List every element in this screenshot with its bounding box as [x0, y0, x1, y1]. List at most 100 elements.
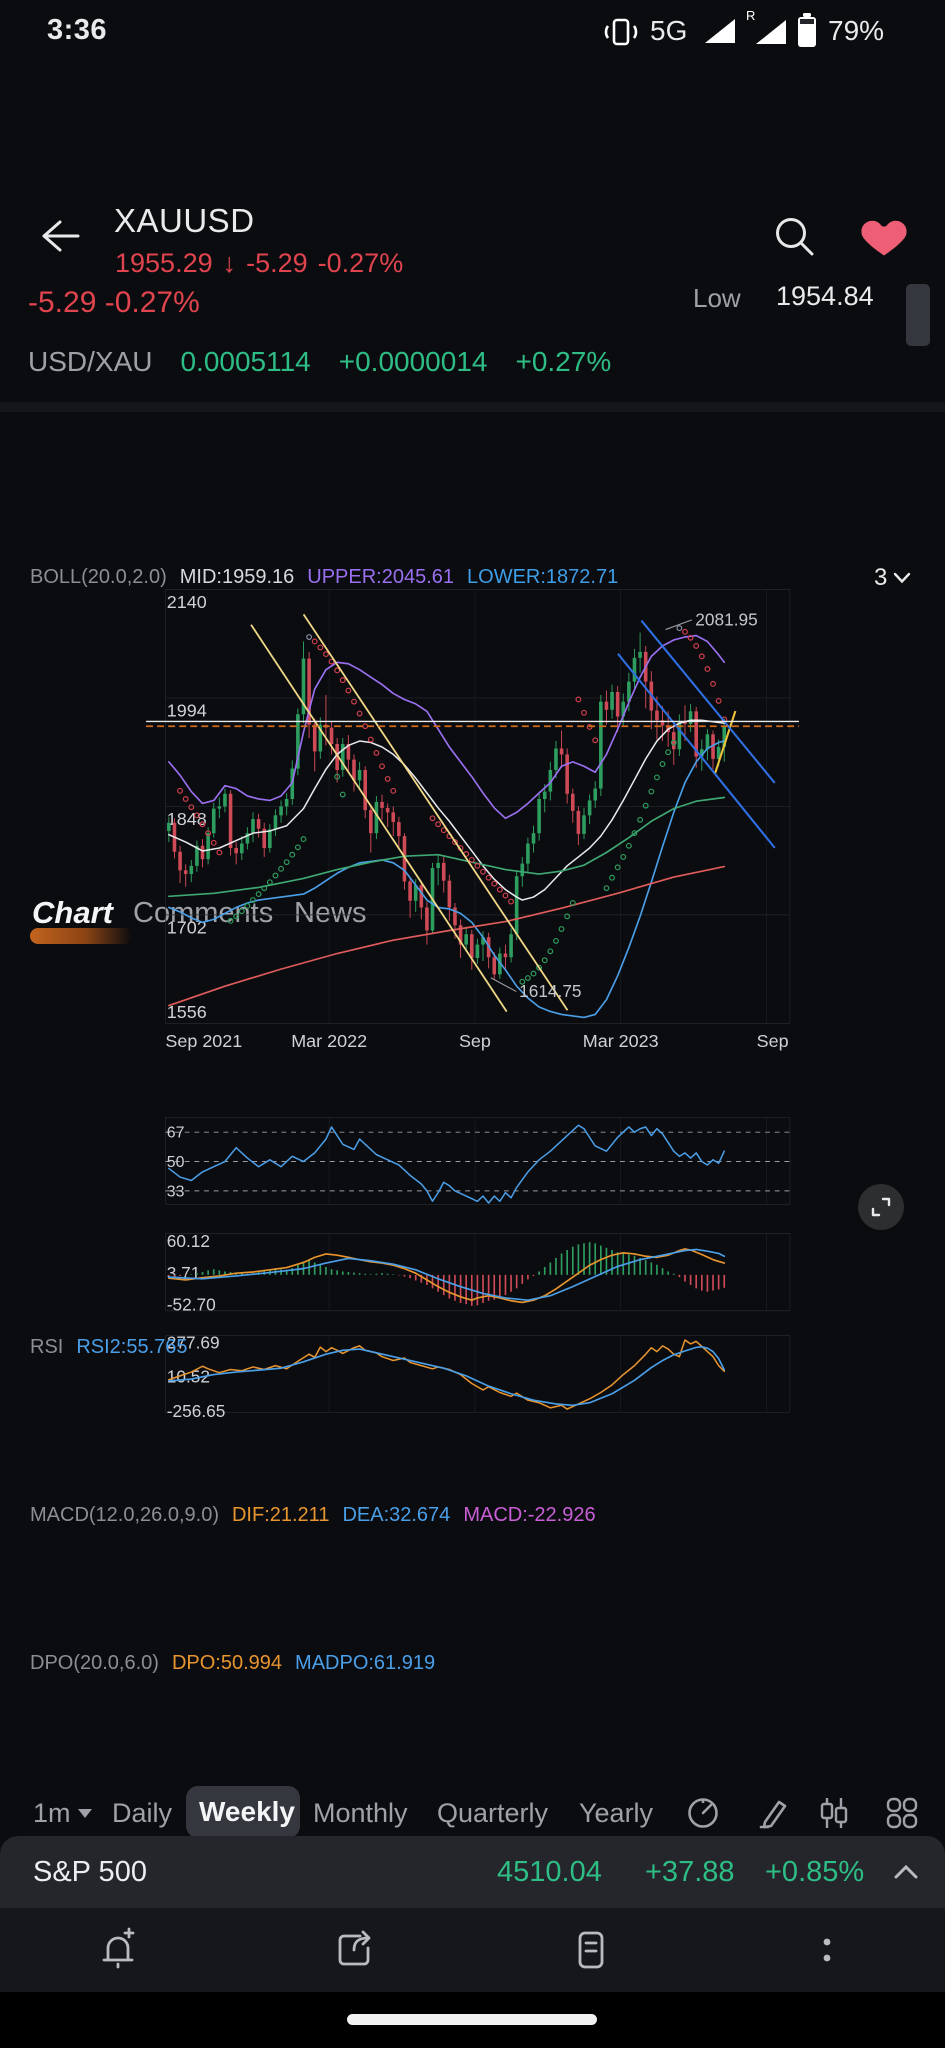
timeframe-yearly[interactable]: Yearly: [579, 1798, 654, 1828]
alerts-button[interactable]: [83, 1915, 153, 1985]
tab-news-label: News: [294, 897, 367, 929]
scrollbar-thumb[interactable]: [906, 284, 930, 346]
battery-icon: [796, 12, 818, 48]
search-button[interactable]: [768, 210, 820, 262]
symbol-title: XAUUSD: [114, 202, 255, 239]
pair-rate: 0.0005114: [180, 346, 311, 377]
candle-style-button[interactable]: [814, 1794, 852, 1832]
layout-grid-button[interactable]: [884, 1794, 920, 1832]
index-change: +37.88: [645, 1856, 735, 1888]
pencil-icon: [759, 1800, 787, 1829]
vibrate-icon: [601, 16, 641, 48]
share-button[interactable]: [319, 1915, 389, 1985]
system-gesture-area: [0, 1992, 945, 2048]
low-value: 1954.84: [776, 281, 874, 311]
status-time: 3:36: [47, 14, 108, 46]
boll-lower-value: LOWER:1872.71: [467, 566, 619, 588]
chart-canvas[interactable]: 2140 1994 1848 1702 1556 2081.95 1614.75 Sep 20…: [0, 557, 945, 1802]
svg-text:1994: 1994: [167, 701, 207, 721]
macd-dea-value: DEA:32.674: [342, 1504, 451, 1526]
svg-text:1702: 1702: [167, 918, 207, 938]
indicator-count-value: 3: [874, 564, 888, 591]
svg-text:2081.95: 2081.95: [695, 609, 757, 629]
bottom-nav: [0, 1908, 945, 1992]
back-button[interactable]: [36, 214, 90, 262]
tab-chart-label: Chart: [32, 895, 113, 930]
favorite-button[interactable]: [858, 210, 910, 262]
chevron-up-icon: [894, 1864, 918, 1879]
timeframe-1m-dropdown[interactable]: 1m: [33, 1798, 92, 1829]
svg-text:1556: 1556: [167, 1002, 207, 1022]
price-change: -5.29: [246, 248, 308, 278]
tab-bar: Chart Comments News: [0, 440, 945, 944]
status-bar: 3:36 5G R 79%: [0, 0, 945, 60]
home-indicator[interactable]: [347, 2014, 597, 2025]
expand-icon: [871, 1197, 891, 1217]
caret-down-icon: [77, 1809, 92, 1818]
svg-text:33: 33: [167, 1183, 185, 1200]
quote-header: XAUUSD 1955.29 ↓ -5.29 -0.27% Low 1954.84: [0, 90, 945, 346]
change-row: -5.29 -0.27%: [28, 286, 200, 319]
gauge-icon: [688, 1798, 718, 1828]
boll-header: BOLL(20.0,2.0) MID:1959.16 UPPER:2045.61…: [30, 566, 618, 589]
svg-text:-256.65: -256.65: [167, 1401, 226, 1421]
index-change-pct: +0.85%: [765, 1856, 865, 1888]
price-change-pct: -0.27%: [317, 248, 404, 278]
rsi-name: RSI: [30, 1336, 64, 1358]
candlestick-icon: [820, 1798, 848, 1828]
index-name: S&P 500: [33, 1856, 147, 1888]
svg-text:Mar 2023: Mar 2023: [583, 1031, 659, 1051]
indicator-count-dropdown[interactable]: 3: [874, 564, 911, 592]
more-button[interactable]: [792, 1915, 862, 1985]
dpo-value: DPO:50.994: [171, 1652, 283, 1674]
svg-text:1614.75: 1614.75: [519, 981, 581, 1001]
roaming-letter: R: [746, 8, 755, 23]
down-arrow-icon: ↓: [222, 248, 237, 278]
chevron-down-icon: [894, 572, 911, 584]
svg-text:Sep: Sep: [459, 1031, 491, 1051]
index-value: 4510.04: [497, 1856, 602, 1888]
timeframe-quarterly[interactable]: Quarterly: [437, 1798, 549, 1828]
svg-text:67: 67: [167, 1125, 185, 1142]
macd-name: MACD(12.0,26.0,9.0): [30, 1504, 219, 1526]
bell-plus-icon: [102, 1927, 135, 1969]
timeframe-weekly[interactable]: Weekly: [199, 1796, 295, 1827]
more-dots-icon: [823, 1938, 831, 1962]
index-ticker-bar[interactable]: S&P 500 4510.04 +37.88 +0.85%: [0, 1836, 945, 1908]
timeframe-daily[interactable]: Daily: [112, 1798, 173, 1828]
timeframe-monthly[interactable]: Monthly: [313, 1798, 408, 1828]
dpo-name: DPO(20.0,6.0): [30, 1652, 159, 1674]
svg-text:277.69: 277.69: [167, 1333, 220, 1353]
timeframe-bar: 1m Daily Weekly Monthly Quarterly Yearly: [0, 1782, 945, 1844]
heart-icon: [861, 220, 907, 256]
journal-icon: [578, 1931, 604, 1969]
timeframe-weekly-pill[interactable]: [186, 1786, 300, 1838]
draw-tool-button[interactable]: [755, 1794, 793, 1832]
share-icon: [338, 1930, 371, 1966]
section-divider: [0, 402, 945, 412]
svg-text:1848: 1848: [167, 809, 207, 829]
network-label: 5G: [650, 15, 688, 46]
news-button[interactable]: [556, 1915, 626, 1985]
boll-upper-value: UPPER:2045.61: [307, 566, 455, 588]
tab-news[interactable]: News: [294, 897, 367, 930]
price-row: 1955.29 ↓ -5.29 -0.27%: [115, 248, 403, 279]
pair-rate-change: +0.0000014: [338, 346, 488, 377]
chart-type-gauge-button[interactable]: [684, 1794, 722, 1832]
rsi-header: RSI RSI2:55.765: [30, 1336, 188, 1359]
boll-name: BOLL(20.0,2.0): [30, 566, 167, 588]
tab-chart[interactable]: Chart: [32, 895, 113, 931]
signal-icon: [703, 17, 737, 45]
svg-text:50: 50: [167, 1154, 185, 1171]
timeframe-1m-label: 1m: [33, 1798, 71, 1828]
svg-text:Mar 2022: Mar 2022: [291, 1031, 367, 1051]
dpo-madpo-value: MADPO:61.919: [295, 1652, 436, 1674]
last-price: 1955.29: [115, 248, 213, 278]
svg-text:60.12: 60.12: [167, 1231, 210, 1251]
svg-text:-52.70: -52.70: [167, 1295, 216, 1315]
conversion-row: USD/XAU 0.0005114 +0.0000014 +0.27%: [28, 346, 611, 378]
battery-percent: 79%: [828, 15, 885, 46]
svg-text:2140: 2140: [167, 592, 207, 612]
expand-chart-button[interactable]: [858, 1184, 904, 1230]
